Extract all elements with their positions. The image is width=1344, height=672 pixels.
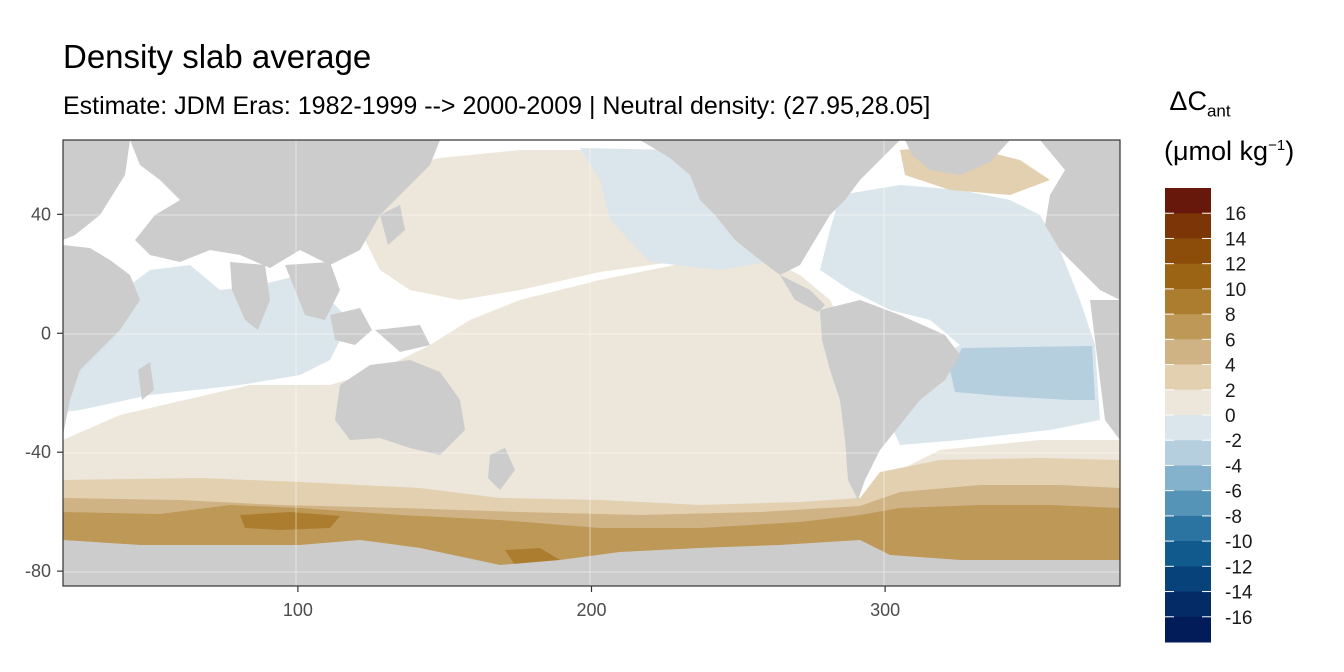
y-tick-label: -80	[25, 561, 51, 581]
colorbar-segment	[1165, 465, 1211, 492]
colorbar-tick-label: 4	[1225, 356, 1236, 377]
legend-title: ΔCant	[1169, 86, 1231, 121]
colorbar-tick-label: 0	[1225, 406, 1236, 427]
land-central-america	[780, 275, 825, 312]
colorbar-segment	[1165, 188, 1211, 214]
colorbar-tick-label: 14	[1225, 229, 1247, 250]
colorbar-tick-label: -2	[1225, 431, 1242, 452]
x-tick-label: 100	[283, 600, 313, 620]
colorbar-tick-label: -6	[1225, 482, 1242, 503]
colorbar-segment	[1165, 339, 1211, 366]
land-europe-east	[1040, 140, 1120, 300]
ocean-region-southern-peak	[240, 512, 560, 566]
map-title: Density slab average	[63, 38, 372, 75]
colorbar-tick-label: 2	[1225, 381, 1236, 402]
land-antarctica	[63, 540, 1120, 586]
colorbar-tick-label: -12	[1225, 557, 1252, 578]
land-masses	[63, 140, 1120, 586]
land-new-zealand	[488, 448, 515, 490]
colorbar-tick-label: 16	[1225, 204, 1246, 225]
map-subtitle: Estimate: JDM Eras: 1982-1999 --> 2000-2…	[63, 92, 931, 120]
colorbar-segment	[1165, 616, 1211, 643]
land-indochina	[285, 262, 340, 320]
colorbar-segment	[1165, 515, 1211, 542]
colorbar-segment	[1165, 263, 1211, 290]
colorbar-tick-label: 6	[1225, 330, 1236, 351]
legend-unit: (μmol kg−1)	[1164, 136, 1295, 166]
colorbar-tick-label: -4	[1225, 456, 1242, 477]
colorbar-segment	[1165, 541, 1211, 567]
land-madagascar	[138, 362, 154, 400]
colorbar-segment	[1165, 490, 1211, 517]
y-tick-label: 40	[31, 204, 51, 224]
land-south-america	[820, 300, 960, 500]
colorbar-segment	[1165, 364, 1211, 391]
colorbar-segment	[1165, 591, 1211, 618]
x-axis: 100 200 300	[283, 586, 900, 620]
x-tick-label: 200	[576, 600, 606, 620]
land-north-america	[640, 140, 900, 275]
colorbar-segment	[1165, 415, 1211, 441]
x-tick-label: 300	[870, 600, 900, 620]
colorbar-tick-label: 10	[1225, 280, 1246, 301]
colorbar-tick-label: -16	[1225, 608, 1252, 629]
land-africa-east	[1090, 300, 1120, 440]
colorbar-tick-label: 8	[1225, 305, 1236, 326]
y-tick-label: -40	[25, 442, 51, 462]
land-indonesia	[330, 308, 430, 352]
map-layers	[63, 140, 1120, 586]
colorbar-segment	[1165, 238, 1211, 265]
grid-lines	[63, 140, 1120, 586]
colorbar-segment	[1165, 440, 1211, 466]
colorbar-segment	[1165, 213, 1211, 239]
land-greenland	[905, 140, 1010, 175]
ocean-region-tropical-atlantic	[950, 346, 1095, 400]
land-eurasia	[130, 140, 440, 268]
y-axis: 40 0 -40 -80	[25, 204, 63, 581]
land-india	[230, 262, 270, 330]
colorbar-segment	[1165, 288, 1211, 315]
land-australia	[335, 360, 465, 455]
colorbar-tick-label: -8	[1225, 507, 1242, 528]
colorbar-tick-label: 12	[1225, 255, 1246, 276]
colorbar-segment	[1165, 389, 1211, 416]
colorbar-tick-label: -14	[1225, 583, 1253, 604]
colorbar-tick-label: -10	[1225, 532, 1252, 553]
land-africa	[63, 140, 140, 435]
colorbar: 16 14 12 10 8 6 4 2 0 -2 -4 -6 -8 -10 -12 -14 -16	[1165, 188, 1253, 643]
colorbar-segment	[1165, 314, 1211, 340]
colorbar-segment	[1165, 566, 1211, 593]
y-tick-label: 0	[41, 323, 51, 343]
